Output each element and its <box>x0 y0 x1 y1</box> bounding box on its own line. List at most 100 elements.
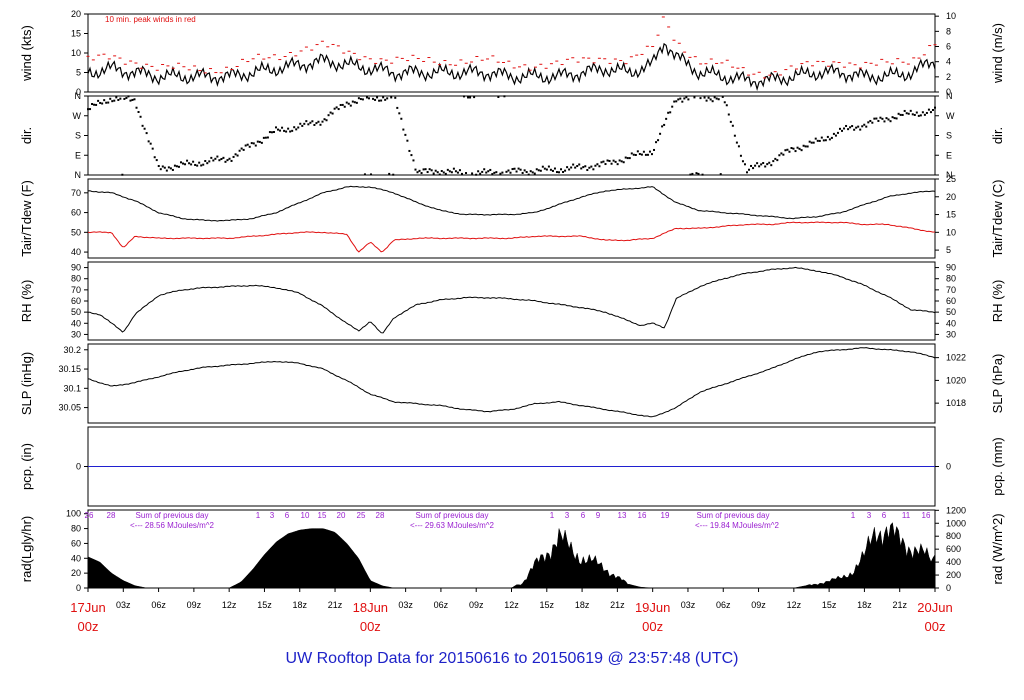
radiation-day-number: 28 <box>376 511 385 520</box>
wind-direction-point <box>400 117 403 120</box>
tick-label-right-rad: 0 <box>946 583 951 593</box>
wind-direction-point <box>788 150 791 153</box>
wind-direction-point <box>347 102 350 105</box>
wind-direction-point <box>634 153 637 156</box>
ylabel-right-dir: dir. <box>990 127 1005 144</box>
wind-direction-point <box>517 167 520 170</box>
wind-direction-point <box>626 157 629 160</box>
wind-direction-point <box>188 162 191 165</box>
x-tick-label: 06z <box>434 600 449 610</box>
wind-direction-point <box>608 159 611 162</box>
wind-direction-point <box>816 139 819 142</box>
wind-direction-point <box>175 165 178 168</box>
wind-direction-point <box>149 142 152 145</box>
wind-direction-point <box>139 115 142 118</box>
wind-direction-point <box>873 117 876 120</box>
wind-direction-point <box>812 141 815 144</box>
panel-frame-dir <box>87 95 936 176</box>
tick-label-left-wind: 15 <box>71 29 81 39</box>
wind-direction-point <box>511 168 514 171</box>
wind-direction-point <box>770 164 773 167</box>
x-day-label: 19Jun <box>635 600 670 615</box>
tick-label-left-slp: 30.15 <box>58 364 81 374</box>
wind-direction-point <box>800 149 803 152</box>
wind-direction-point <box>343 105 346 108</box>
wind-direction-point <box>925 111 928 114</box>
wind-direction-point <box>260 141 263 144</box>
tick-label-left-rh: 70 <box>71 285 81 295</box>
tick-label-right-dir: N <box>946 91 953 101</box>
wind-direction-point <box>632 153 635 156</box>
wind-direction-point <box>653 148 656 151</box>
wind-direction-point <box>222 156 225 159</box>
wind-direction-point <box>365 96 368 99</box>
wind-direction-point <box>903 109 906 112</box>
wind-direction-point <box>380 99 383 102</box>
wind-direction-point <box>889 120 892 123</box>
wind-direction-point <box>861 125 864 128</box>
wind-direction-point <box>822 139 825 142</box>
wind-direction-point <box>689 173 692 176</box>
wind-direction-point <box>600 161 603 164</box>
wind-direction-point <box>123 97 126 100</box>
tick-label-right-dir: E <box>946 150 952 160</box>
wind-direction-point <box>402 128 405 131</box>
wind-direction-point <box>531 171 534 174</box>
wind-direction-point <box>614 160 617 163</box>
x-tick-label: 21z <box>328 600 343 610</box>
wind-direction-point <box>838 127 841 130</box>
wind-direction-point <box>220 158 223 161</box>
wind-direction-point <box>287 127 290 130</box>
wind-direction-point <box>580 167 583 170</box>
wind-direction-point <box>741 160 744 163</box>
tick-label-right-rh: 60 <box>946 296 956 306</box>
wind-direction-point <box>450 171 453 174</box>
wind-direction-point <box>426 171 429 174</box>
tick-label-left-wind: 10 <box>71 48 81 58</box>
wind-direction-point <box>285 130 288 133</box>
radiation-day-number: 1 <box>256 511 261 520</box>
panel-annotation-wind: 10 min. peak winds in red <box>105 15 196 24</box>
wind-direction-point <box>432 172 435 175</box>
wind-direction-point <box>367 97 370 100</box>
wind-direction-point <box>295 128 298 131</box>
wind-direction-point <box>646 153 649 156</box>
wind-direction-point <box>572 163 575 166</box>
wind-direction-point <box>566 166 569 169</box>
tick-label-left-rh: 30 <box>71 329 81 339</box>
wind-direction-point <box>321 120 324 123</box>
wind-direction-point <box>836 131 839 134</box>
wind-direction-point <box>121 173 124 176</box>
x-tick-label: 03z <box>116 600 131 610</box>
wind-direction-point <box>612 159 615 162</box>
wind-direction-point <box>161 165 164 168</box>
wind-direction-point <box>422 168 425 171</box>
wind-direction-point <box>638 152 641 155</box>
wind-direction-point <box>406 139 409 142</box>
wind-direction-point <box>119 97 122 100</box>
wind-direction-point <box>93 103 96 106</box>
wind-direction-point <box>319 123 322 126</box>
wind-direction-point <box>200 164 203 167</box>
tick-label-right-rad: 1200 <box>946 505 966 515</box>
wind-direction-point <box>279 129 282 132</box>
wind-direction-point <box>681 100 684 103</box>
wind-direction-point <box>911 113 914 116</box>
series-line-SLP <box>87 347 936 418</box>
x-day-hour-label: 00z <box>78 619 99 634</box>
wind-direction-point <box>256 140 259 143</box>
wind-direction-point <box>388 172 391 175</box>
wind-direction-point <box>471 172 474 175</box>
wind-direction-point <box>335 106 338 109</box>
wind-direction-point <box>103 99 106 102</box>
wind-direction-point <box>919 114 922 117</box>
wind-direction-point <box>374 98 377 101</box>
wind-direction-point <box>711 100 714 103</box>
wind-direction-point <box>683 97 686 100</box>
wind-direction-point <box>337 108 340 111</box>
wind-direction-point <box>323 118 326 121</box>
wind-direction-point <box>547 165 550 168</box>
wind-direction-point <box>699 97 702 100</box>
wind-direction-point <box>234 153 237 156</box>
x-tick-label: 21z <box>610 600 625 610</box>
